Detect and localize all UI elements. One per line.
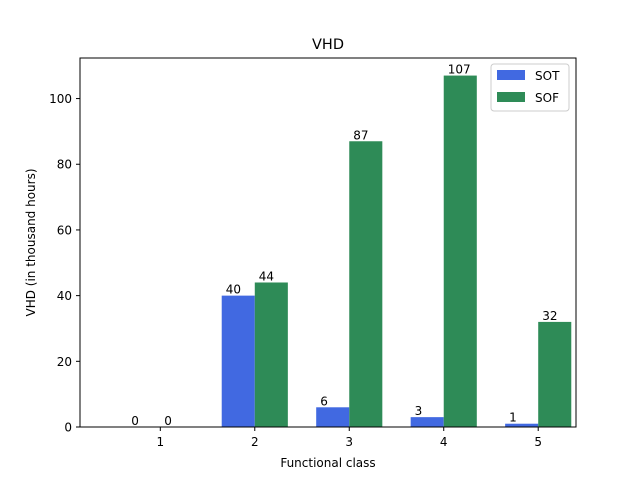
y-tick-label-40: 40 xyxy=(57,289,72,303)
data-label-sof-2: 44 xyxy=(259,269,274,283)
chart-title: VHD xyxy=(312,37,344,53)
x-axis-label: Functional class xyxy=(280,456,375,470)
bar-sot-4 xyxy=(410,417,444,427)
data-label-sof-5: 32 xyxy=(542,309,557,323)
x-tick-label-3: 3 xyxy=(345,435,353,449)
legend: SOT SOF xyxy=(490,63,570,112)
data-label-sot-3: 6 xyxy=(320,394,328,408)
bar-sof-3 xyxy=(349,141,383,427)
y-tick-label-20: 20 xyxy=(57,355,72,369)
data-label-sot-2: 40 xyxy=(226,283,241,297)
data-label-sot-4: 3 xyxy=(415,404,423,418)
bar-sot-2 xyxy=(221,295,255,427)
legend-swatch-sof xyxy=(497,92,525,102)
x-tick-label-1: 1 xyxy=(156,435,164,449)
legend-label-sot: SOT xyxy=(535,69,560,83)
bar-sot-5 xyxy=(505,423,539,427)
legend-label-sof: SOF xyxy=(535,91,559,105)
legend-swatch-sot xyxy=(497,70,525,80)
bar-sof-4 xyxy=(443,75,477,428)
data-label-sof-4: 107 xyxy=(448,63,471,77)
y-tick-label-0: 0 xyxy=(64,421,72,435)
data-label-sot-1: 0 xyxy=(131,414,139,428)
bar-sot-3 xyxy=(316,407,350,427)
bar-sof-5 xyxy=(538,321,572,427)
x-tick-label-2: 2 xyxy=(251,435,259,449)
y-tick-label-60: 60 xyxy=(57,223,72,237)
bar-sof-2 xyxy=(254,282,288,427)
plot-frame xyxy=(79,57,577,428)
x-tick-label-5: 5 xyxy=(534,435,542,449)
x-tick-label-4: 4 xyxy=(440,435,448,449)
data-label-sof-3: 87 xyxy=(353,128,368,142)
y-tick-label-80: 80 xyxy=(57,158,72,172)
data-label-sot-5: 1 xyxy=(509,411,517,425)
y-tick-label-100: 100 xyxy=(49,92,72,106)
data-label-sof-1: 0 xyxy=(164,414,172,428)
y-axis-label: VHD (in thousand hours) xyxy=(24,168,38,316)
